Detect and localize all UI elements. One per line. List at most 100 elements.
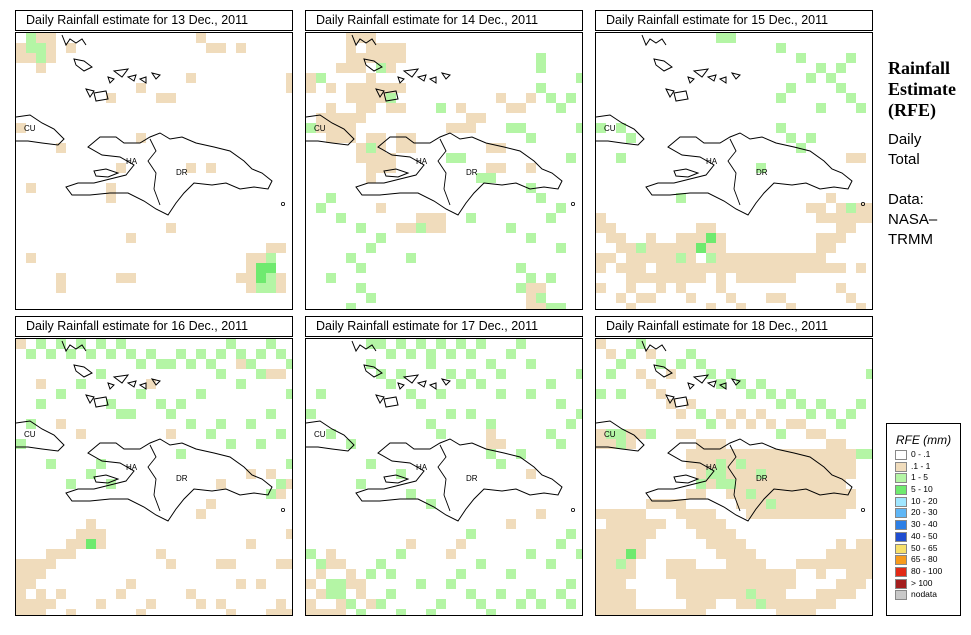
rainfall-cell	[736, 479, 746, 489]
rainfall-cell	[806, 133, 816, 143]
rainfall-cell	[696, 529, 706, 539]
rainfall-cell	[16, 559, 26, 569]
side-title: Rainfall Estimate (RFE)	[888, 58, 956, 121]
rainfall-cell	[826, 499, 836, 509]
rainfall-cell	[746, 459, 756, 469]
rainfall-cell	[616, 153, 626, 163]
rainfall-cell	[306, 83, 316, 93]
rainfall-cell	[426, 359, 436, 369]
rainfall-cell	[426, 349, 436, 359]
rainfall-cell	[136, 609, 146, 615]
rainfall-cell	[826, 449, 836, 459]
rainfall-cell	[336, 599, 346, 609]
legend-title: RFE (mm)	[895, 433, 952, 447]
rainfall-cell	[366, 83, 376, 93]
rainfall-cell	[336, 133, 346, 143]
rainfall-cell	[786, 599, 796, 609]
rainfall-cell	[716, 539, 726, 549]
rainfall-cell	[746, 479, 756, 489]
panel-title: Daily Rainfall estimate for 15 Dec., 201…	[595, 10, 873, 31]
coastline	[645, 438, 853, 522]
rainfall-cell	[626, 529, 636, 539]
rainfall-cell	[846, 153, 856, 163]
rainfall-cell	[386, 153, 396, 163]
rainfall-cell	[26, 559, 36, 569]
rainfall-cell	[376, 233, 386, 243]
rainfall-cell	[506, 123, 516, 133]
country-label-dr: DR	[756, 474, 768, 483]
coastline	[65, 132, 273, 216]
rainfall-cell	[706, 233, 716, 243]
rainfall-cell	[576, 73, 582, 83]
rainfall-cell	[156, 549, 166, 559]
coastline	[306, 114, 355, 146]
rainfall-cell	[846, 223, 856, 233]
legend-label: 20 - 30	[911, 507, 938, 518]
period-label: Daily Total	[888, 130, 921, 170]
rainfall-cell	[536, 53, 546, 63]
rainfall-cell	[46, 43, 56, 53]
rainfall-cell	[746, 489, 756, 499]
rainfall-cell	[16, 43, 26, 53]
rainfall-cell	[696, 449, 706, 459]
rainfall-cell	[716, 449, 726, 459]
rainfall-cell	[676, 589, 686, 599]
rainfall-cell	[616, 579, 626, 589]
rainfall-cell	[836, 263, 846, 273]
rainfall-cell	[676, 243, 686, 253]
rainfall-cell	[126, 349, 136, 359]
rainfall-cell	[376, 133, 386, 143]
rainfall-cell	[276, 349, 286, 359]
rainfall-cell	[386, 163, 396, 173]
rainfall-cell	[56, 283, 66, 293]
rainfall-cell	[556, 439, 566, 449]
rainfall-cell	[836, 579, 846, 589]
coastline	[138, 76, 147, 84]
rainfall-cell	[786, 499, 796, 509]
rainfall-cell	[746, 589, 756, 599]
rainfall-cell	[396, 469, 406, 479]
rainfall-cell	[786, 509, 796, 519]
rainfall-cell	[336, 589, 346, 599]
rainfall-cell	[756, 569, 766, 579]
rainfall-cell	[16, 599, 26, 609]
coastline	[363, 58, 383, 72]
rainfall-cell	[856, 103, 866, 113]
rainfall-cell	[76, 339, 86, 349]
rainfall-cell	[456, 379, 466, 389]
rainfall-cell	[186, 359, 196, 369]
rainfall-cell	[496, 143, 506, 153]
rainfall-cell	[166, 93, 176, 103]
coastline	[673, 168, 700, 178]
rainfall-cell	[806, 599, 816, 609]
rainfall-cell	[306, 579, 316, 589]
rainfall-cell	[576, 369, 582, 379]
island-marker	[280, 201, 285, 206]
rainfall-cell	[266, 609, 276, 615]
rainfall-cell	[806, 459, 816, 469]
rainfall-cell	[816, 63, 826, 73]
rainfall-cell	[256, 263, 266, 273]
rainfall-cell	[776, 479, 786, 489]
rainfall-cell	[786, 303, 796, 309]
rainfall-cell	[536, 293, 546, 303]
rainfall-cell	[326, 579, 336, 589]
rainfall-cell	[766, 273, 776, 283]
rainfall-cell	[836, 469, 846, 479]
rainfall-cell	[626, 599, 636, 609]
rainfall-cell	[856, 213, 866, 223]
rainfall-cell	[406, 143, 416, 153]
rainfall-cell	[276, 283, 286, 293]
rainfall-cell	[166, 429, 176, 439]
coastline	[383, 396, 399, 408]
rainfall-cell	[46, 459, 56, 469]
rainfall-cell	[826, 589, 836, 599]
rainfall-cell	[766, 293, 776, 303]
rainfall-cell	[366, 173, 376, 183]
rainfall-cell	[746, 509, 756, 519]
rainfall-cell	[346, 599, 356, 609]
rainfall-cell	[806, 499, 816, 509]
rainfall-cell	[626, 263, 636, 273]
rainfall-cell	[826, 263, 836, 273]
country-label-cu: CU	[24, 430, 36, 439]
